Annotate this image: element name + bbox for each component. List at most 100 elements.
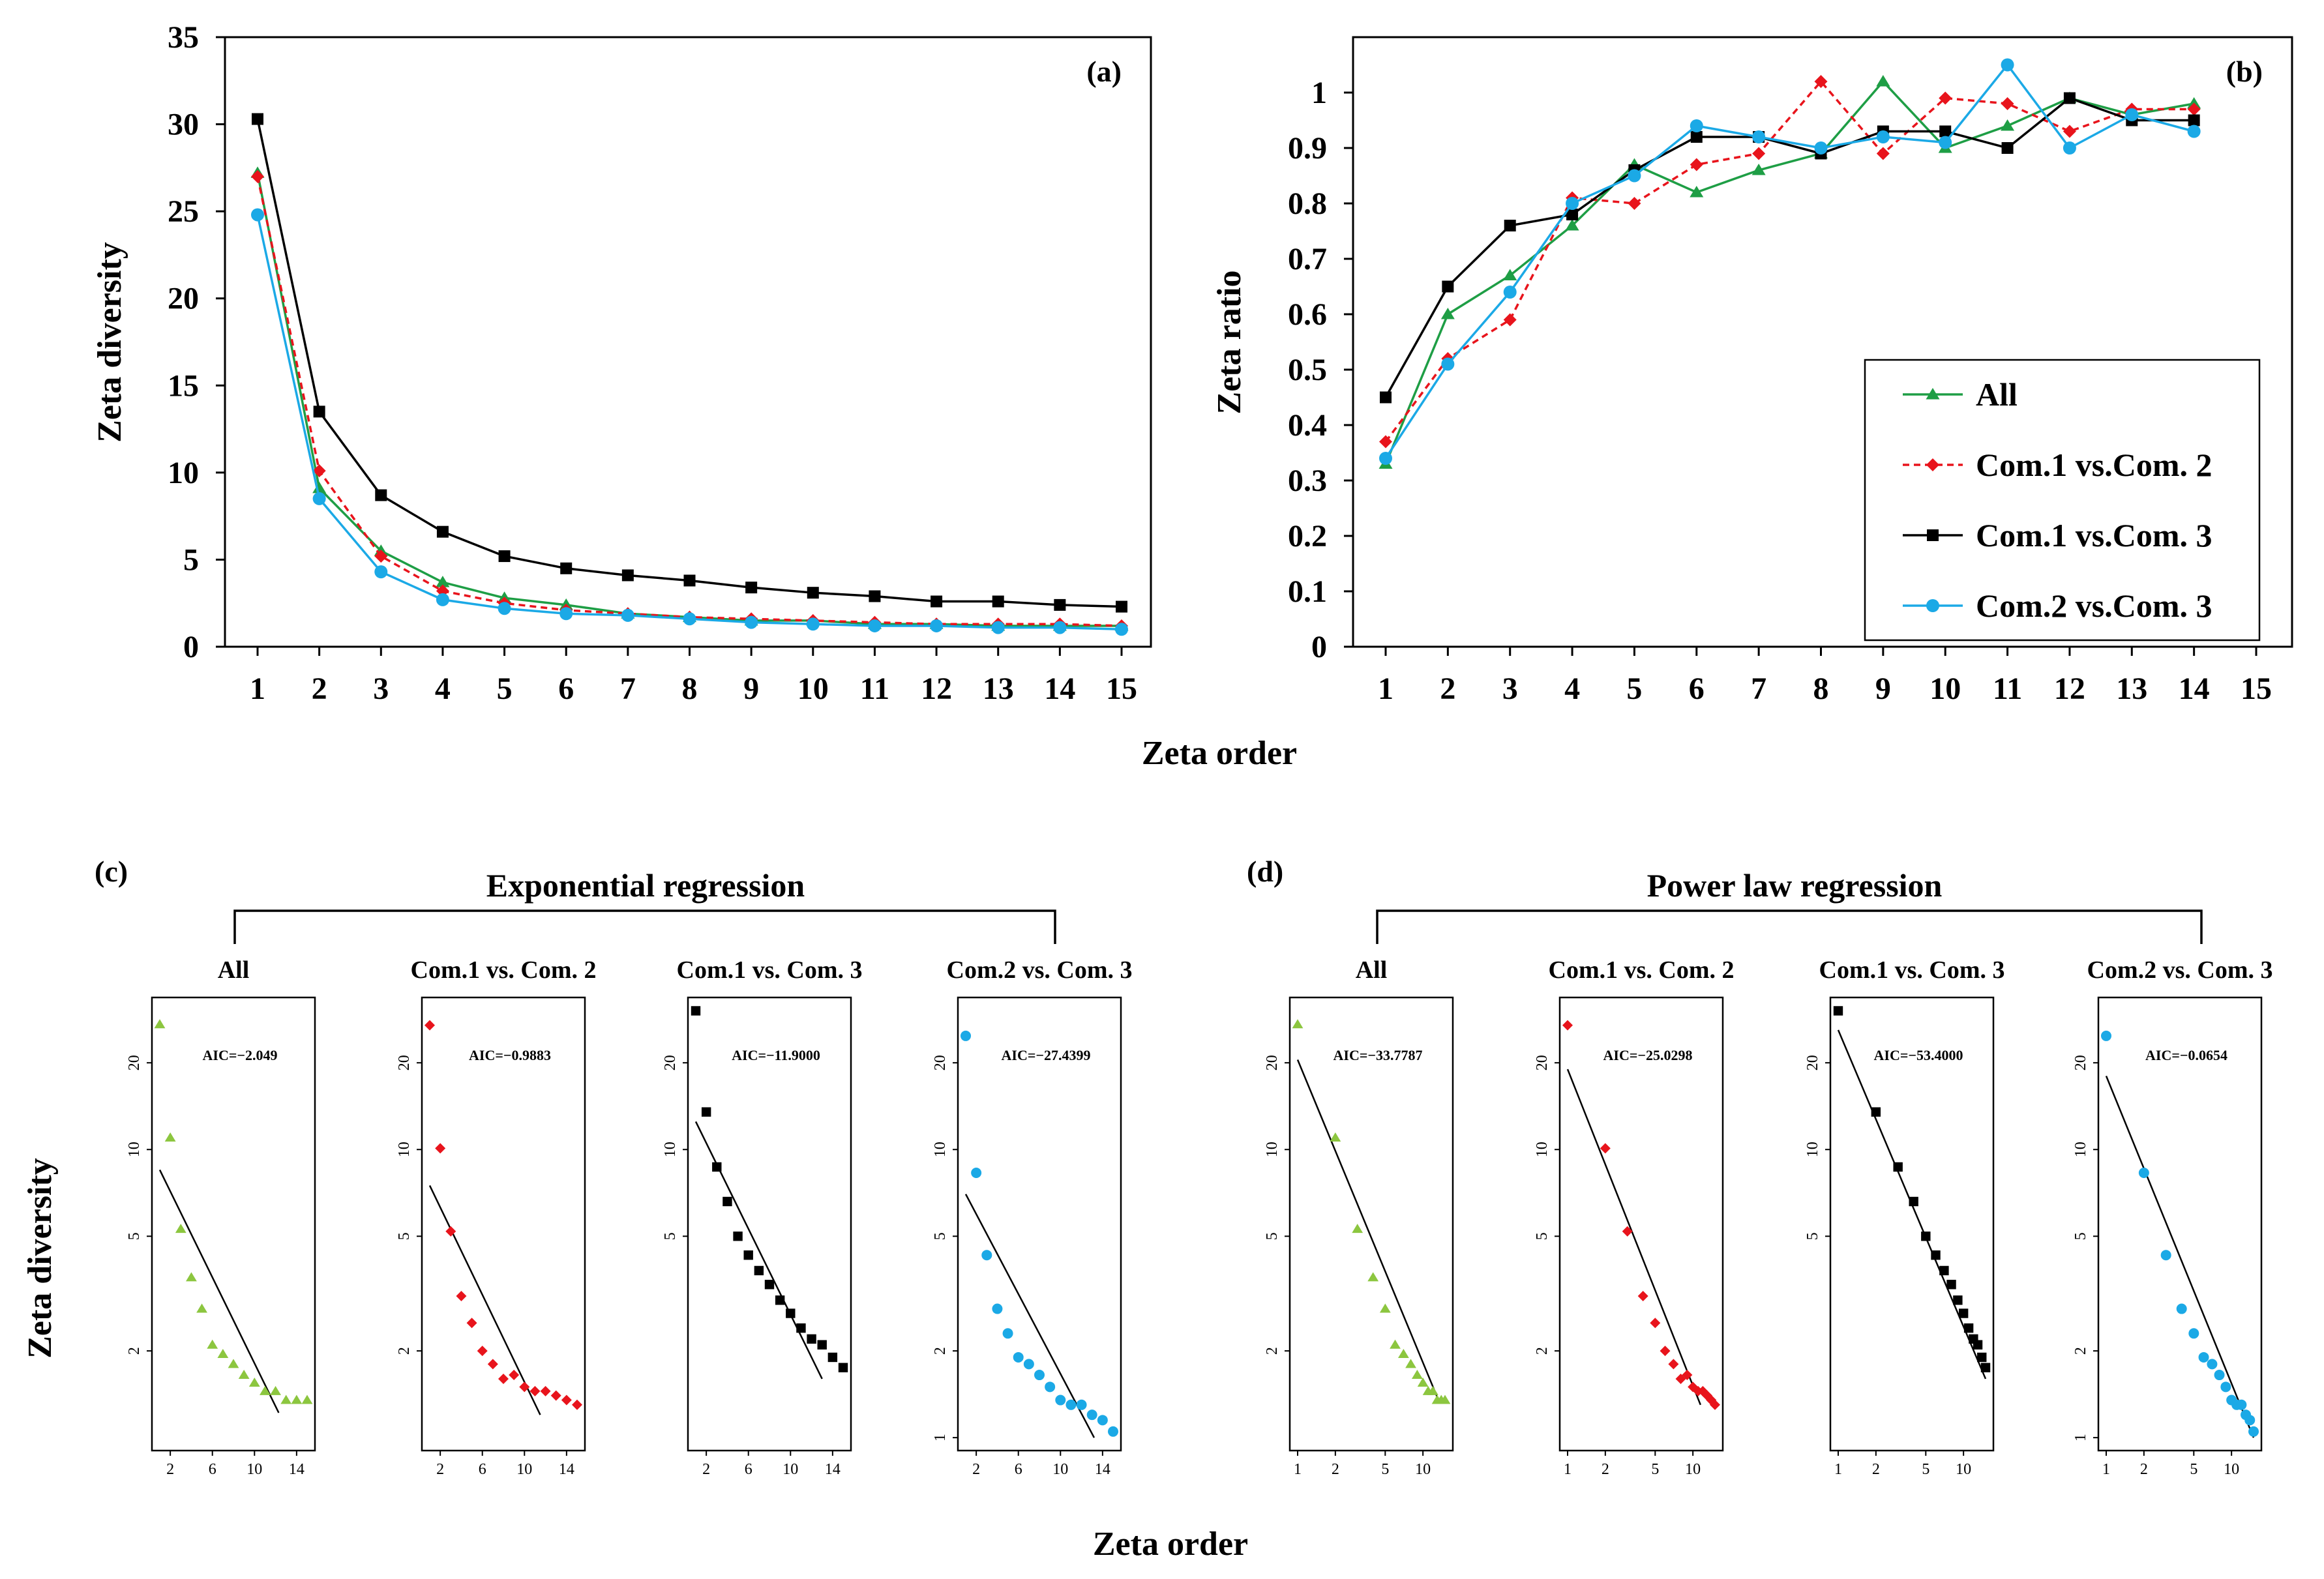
small-point: [754, 1265, 764, 1276]
a-xtick-label: 14: [1044, 671, 1075, 706]
a-point: [1054, 598, 1066, 611]
small-panel-title: Com.1 vs. Com. 3: [677, 956, 863, 984]
small-point: [1871, 1107, 1881, 1117]
a-xtick-label: 7: [620, 671, 636, 706]
a-point: [621, 569, 634, 582]
small-point: [2160, 1250, 2171, 1261]
panel-d-bracket: [1376, 909, 2203, 944]
b-point: [2187, 125, 2201, 138]
small-xtick-label: 14: [825, 1461, 841, 1478]
b-point: [2063, 125, 2076, 138]
small-xtick-label: 10: [2224, 1461, 2239, 1478]
small-ytick-label: 5: [1804, 1232, 1821, 1240]
a-point: [436, 593, 449, 606]
small-xtick-label: 6: [479, 1461, 486, 1478]
small-point: [1379, 1303, 1391, 1313]
small-point: [2101, 1030, 2111, 1041]
small-ytick-label: 20: [1804, 1055, 1821, 1070]
small-panel-d-1: All AIC=−33.7787 2 5 10 20 1 2 5 10: [1264, 956, 1454, 1478]
small-point: [1939, 1265, 1949, 1276]
a-point: [869, 590, 881, 602]
small-ytick-label: 10: [396, 1142, 413, 1157]
a-ytick-label: 35: [168, 20, 199, 55]
a-xtick-label: 10: [797, 671, 829, 706]
b-xtick-label: 5: [1626, 671, 1642, 706]
small-point: [1953, 1295, 1963, 1305]
small-point: [1076, 1399, 1087, 1410]
small-point: [733, 1232, 743, 1241]
small-xtick-label: 2: [166, 1461, 174, 1478]
small-panel-frame: [2097, 996, 2263, 1452]
a-xtick-label: 6: [558, 671, 574, 706]
small-point: [1710, 1399, 1720, 1410]
panel-b-frame: [1352, 36, 2293, 648]
small-ytick-label: 10: [1264, 1142, 1281, 1157]
small-point: [1637, 1291, 1648, 1302]
a-point: [806, 617, 820, 631]
small-xtick-label: 14: [559, 1461, 574, 1478]
b-point: [1690, 119, 1703, 132]
small-xtick-label: 2: [702, 1461, 710, 1478]
small-ytick-label: 1: [2072, 1434, 2089, 1441]
b-point: [1939, 91, 1952, 105]
small-point: [2248, 1426, 2259, 1437]
small-point: [540, 1385, 551, 1396]
a-point: [436, 525, 449, 538]
b-point: [1814, 141, 1828, 155]
a-xtick-label: 13: [983, 671, 1014, 706]
b-point: [1876, 75, 1890, 87]
a-point: [992, 595, 1004, 608]
small-panel-d-4: Com.2 vs. Com. 3 AIC=−0.0654 1 2 5 10 20 1 2 5 10: [2072, 956, 2272, 1478]
small-point: [550, 1390, 561, 1401]
small-panel-c-3: Com.1 vs. Com. 3 AIC=−11.9000 5 10 20 2 6 10 14: [662, 956, 862, 1478]
small-fit-line: [1566, 1069, 1701, 1406]
small-panel-title: Com.2 vs. Com. 3: [947, 956, 1133, 984]
b-point: [1503, 313, 1517, 327]
small-ytick-label: 5: [2072, 1232, 2089, 1240]
a-point: [991, 621, 1005, 634]
small-point: [561, 1395, 572, 1406]
small-point: [2214, 1370, 2225, 1381]
small-xtick-label: 14: [289, 1461, 305, 1478]
small-point: [2220, 1381, 2231, 1393]
a-xtick-label: 4: [435, 671, 451, 706]
b-point: [1876, 147, 1890, 160]
small-panel-c-4: Com.2 vs. Com. 3 AIC=−27.4399 1 2 5 10 20 2 6 10 1…: [932, 956, 1132, 1478]
a-ytick-label: 5: [183, 542, 199, 577]
b-point: [2125, 108, 2139, 121]
small-point: [775, 1295, 785, 1305]
small-point: [1600, 1143, 1611, 1154]
small-point: [572, 1399, 582, 1410]
small-ytick-label: 2: [2072, 1347, 2089, 1355]
small-point: [1405, 1359, 1416, 1368]
small-xtick-label: 10: [1052, 1461, 1068, 1478]
small-point: [1427, 1385, 1438, 1395]
a-xtick-label: 2: [312, 671, 327, 706]
small-ytick-label: 5: [1534, 1232, 1551, 1240]
small-panel-aic: AIC=−0.9883: [469, 1047, 551, 1063]
a-point: [312, 492, 326, 505]
small-point: [981, 1250, 992, 1261]
small-point: [2207, 1359, 2218, 1370]
small-point: [1390, 1339, 1401, 1349]
b-point: [2063, 141, 2076, 155]
b-series-line: [1384, 63, 2195, 459]
small-panel-c-1: All AIC=−2.049 2 5 10 20 2 6 10 14: [126, 956, 316, 1478]
b-ytick-label: 0.5: [1288, 353, 1327, 387]
small-panel-d-2: Com.1 vs. Com. 2 AIC=−25.0298 2 5 10 20 1 2 5 10: [1534, 956, 1734, 1478]
small-ytick-label: 10: [1534, 1142, 1551, 1157]
panel-c-label: (c): [95, 855, 128, 888]
small-point: [2198, 1351, 2209, 1363]
small-ytick-label: 5: [126, 1232, 143, 1240]
b-xtick-label: 12: [2054, 671, 2085, 706]
small-point: [796, 1323, 806, 1333]
small-ytick-label: 2: [1534, 1347, 1551, 1355]
small-panel-c-2: Com.1 vs. Com. 2 AIC=−0.9883 2 5 10 20 2 6 10 14: [396, 956, 596, 1478]
b-xtick-label: 10: [1929, 671, 1961, 706]
small-point: [466, 1318, 477, 1329]
small-ytick-label: 2: [932, 1347, 949, 1355]
small-fit-line: [158, 1169, 280, 1413]
small-panel-title: All: [218, 956, 250, 984]
b-point: [1441, 357, 1455, 371]
